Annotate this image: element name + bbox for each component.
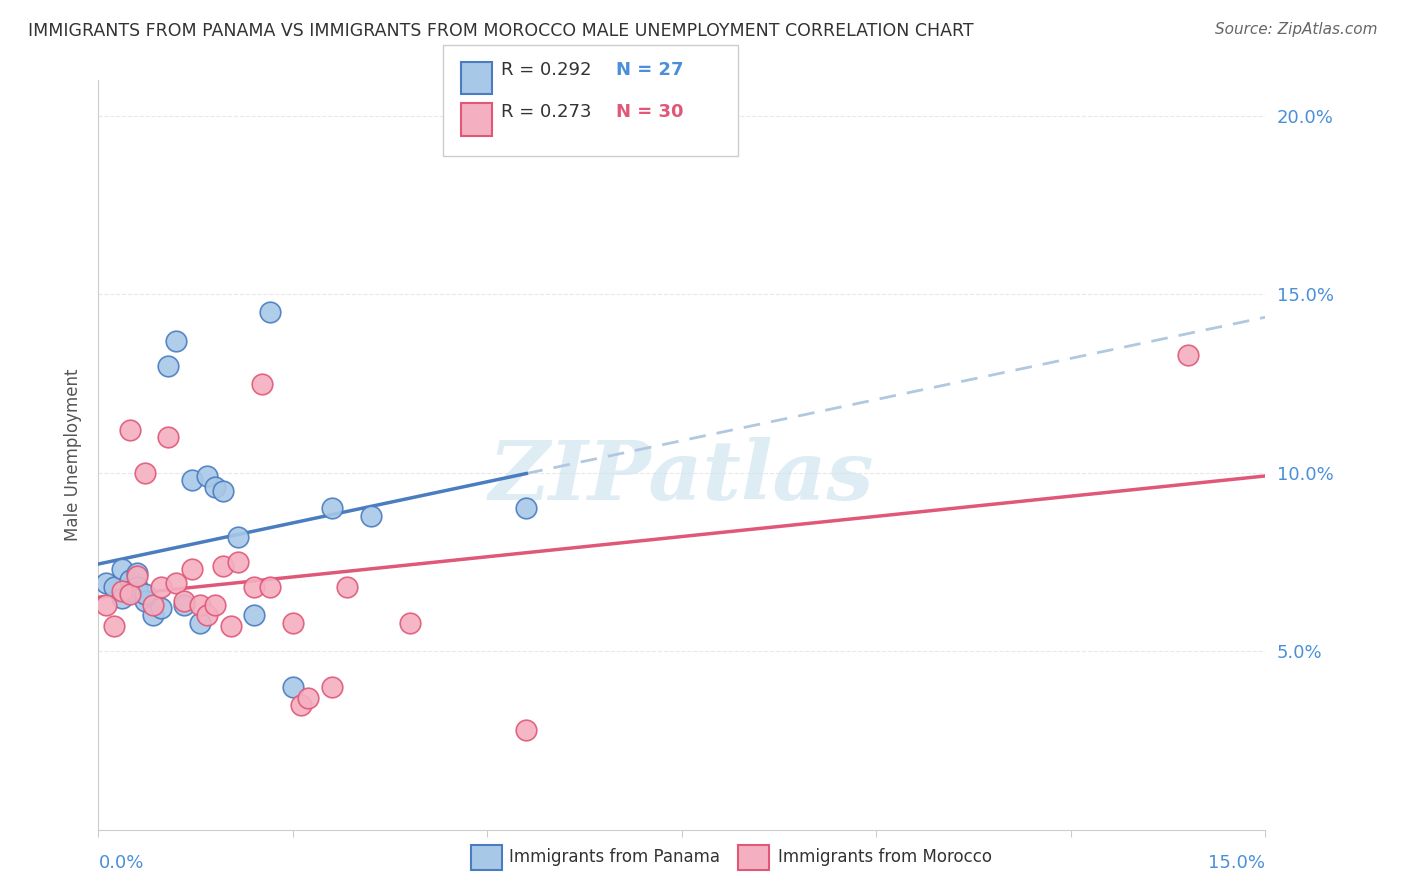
Point [398, 615, 420, 630]
Point [360, 508, 382, 523]
Point [204, 598, 226, 612]
Point [149, 580, 172, 594]
Point [336, 580, 359, 594]
Point [290, 698, 312, 712]
Point [96, 598, 118, 612]
Text: R = 0.292: R = 0.292 [501, 61, 591, 78]
Point [281, 680, 304, 694]
Point [127, 569, 149, 583]
Point [281, 615, 304, 630]
Point [165, 576, 187, 591]
Point [228, 555, 250, 569]
Point [127, 566, 149, 580]
Text: N = 27: N = 27 [616, 61, 683, 78]
Point [96, 576, 118, 591]
Point [173, 594, 195, 608]
Point [157, 430, 180, 444]
Point [321, 680, 343, 694]
Point [204, 480, 226, 494]
Point [188, 615, 211, 630]
Point [118, 573, 141, 587]
Point [165, 334, 187, 348]
Point [127, 580, 149, 594]
Point [297, 690, 319, 705]
Point [515, 501, 537, 516]
Point [212, 558, 235, 573]
Point [259, 580, 281, 594]
Text: R = 0.273: R = 0.273 [501, 103, 591, 121]
Text: Immigrants from Panama: Immigrants from Panama [509, 848, 720, 866]
Point [111, 583, 134, 598]
Text: IMMIGRANTS FROM PANAMA VS IMMIGRANTS FROM MOROCCO MALE UNEMPLOYMENT CORRELATION : IMMIGRANTS FROM PANAMA VS IMMIGRANTS FRO… [28, 22, 974, 40]
Point [134, 587, 156, 601]
Point [118, 587, 141, 601]
Point [195, 608, 218, 623]
Point [134, 466, 156, 480]
Text: N = 30: N = 30 [616, 103, 683, 121]
Point [243, 608, 266, 623]
Point [180, 473, 202, 487]
Y-axis label: Male Unemployment: Male Unemployment [63, 368, 82, 541]
Point [134, 594, 156, 608]
Point [173, 598, 195, 612]
Point [111, 562, 134, 576]
Text: ZIPatlas: ZIPatlas [489, 437, 875, 517]
Point [103, 619, 125, 633]
Point [228, 530, 250, 544]
Point [180, 562, 202, 576]
Point [212, 483, 235, 498]
Point [118, 583, 141, 598]
Point [321, 501, 343, 516]
Point [515, 723, 537, 737]
Point [1177, 348, 1199, 362]
Point [111, 591, 134, 605]
Point [157, 359, 180, 373]
Point [243, 580, 266, 594]
Point [188, 598, 211, 612]
Point [103, 580, 125, 594]
Point [250, 376, 273, 391]
Point [142, 608, 165, 623]
Text: 15.0%: 15.0% [1208, 854, 1265, 871]
Text: 0.0%: 0.0% [98, 854, 143, 871]
Point [195, 469, 218, 483]
Text: Source: ZipAtlas.com: Source: ZipAtlas.com [1215, 22, 1378, 37]
Point [259, 305, 281, 319]
Point [118, 423, 141, 437]
Text: Immigrants from Morocco: Immigrants from Morocco [778, 848, 991, 866]
Point [219, 619, 242, 633]
Point [142, 598, 165, 612]
Point [149, 601, 172, 615]
